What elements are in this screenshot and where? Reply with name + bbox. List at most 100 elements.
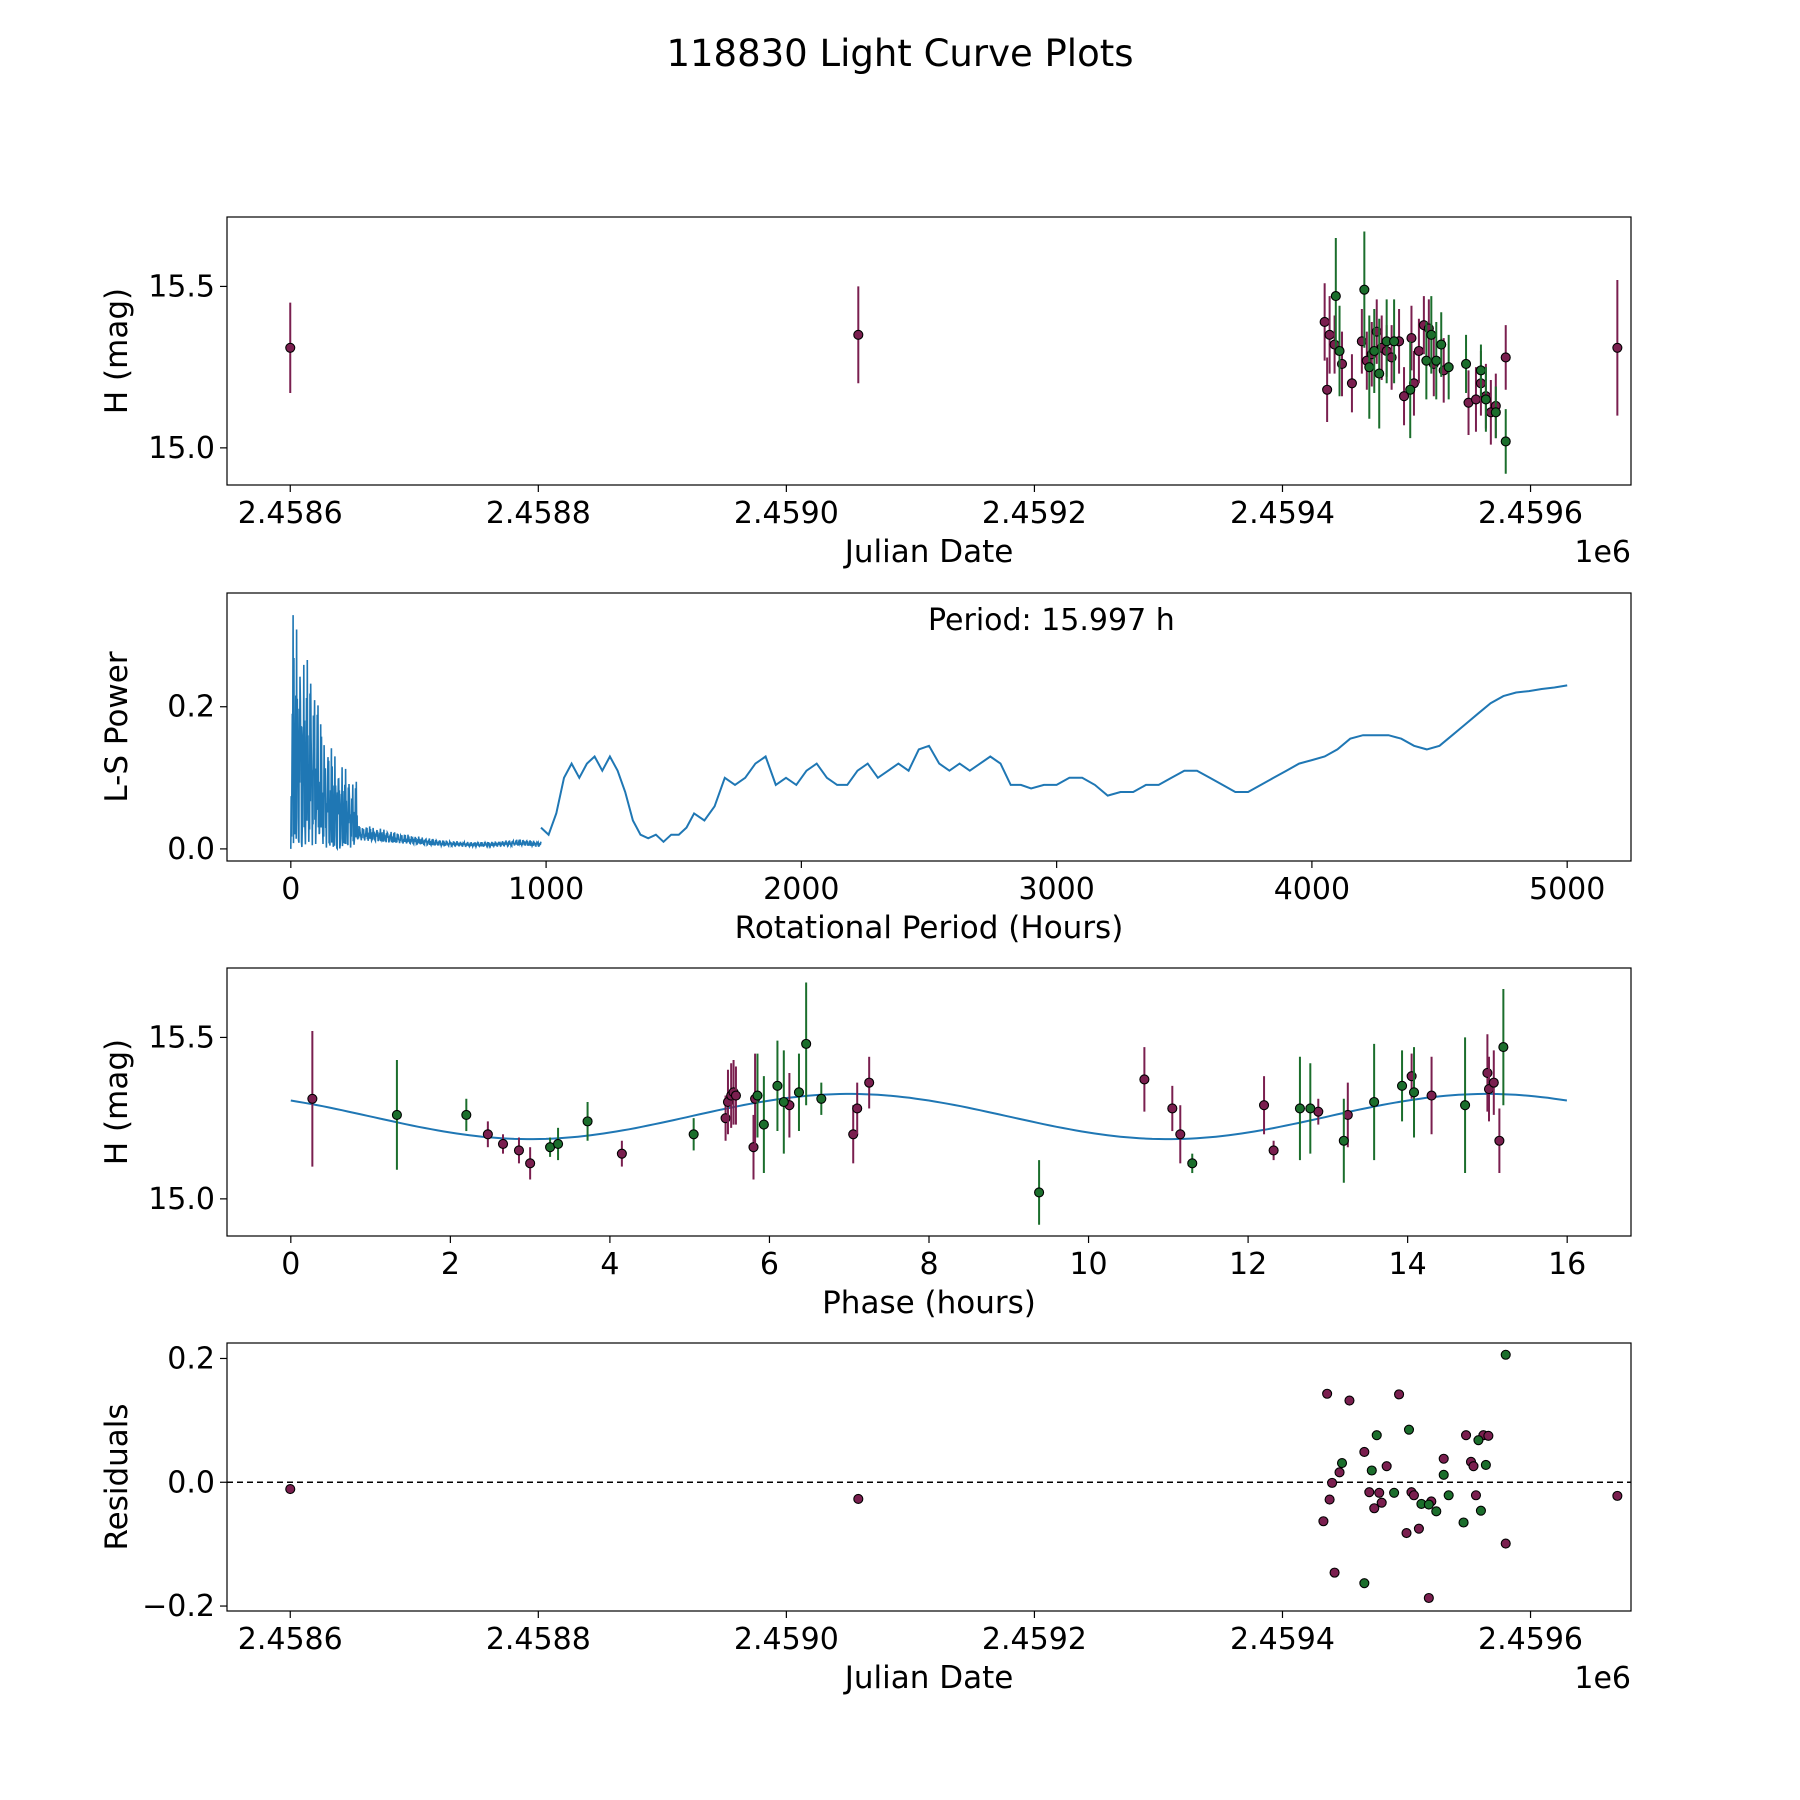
data-point-r [1470,394,1482,405]
data-point-g [1405,384,1416,395]
power-spectrum-short-periods [290,615,542,852]
data-point-g [1294,1103,1305,1114]
data-point-r [1167,1103,1178,1114]
data-point-g [461,1109,472,1120]
data-point-r [1346,378,1357,389]
data-point-r [616,1148,627,1159]
y-axis-label: H (mag) [99,288,135,414]
data-point-r [1468,1461,1479,1472]
x-tick-label: 2.4588 [486,1622,591,1657]
data-point-g [1443,362,1454,373]
data-point-g [758,1119,769,1130]
x-tick-label: 2.4592 [982,496,1087,531]
data-point-g [778,1096,789,1108]
y-tick-label: 15.0 [148,431,215,466]
data-point-g [1438,1469,1449,1480]
data-point-g [1480,394,1491,405]
data-point-g [1490,407,1501,418]
data-point-g [1460,358,1472,369]
light-curve-panel: 2.4586 2.4588 2.4590 2.4592 2.4594 2.4596 15.0… [99,216,1632,570]
data-point-g [752,1090,763,1101]
x-tick-label: 0 [281,1247,300,1282]
y-tick-label: 0.2 [167,690,215,725]
data-point-g [1426,329,1437,340]
data-point-r [853,329,864,340]
data-point-g [1458,1517,1469,1528]
x-tick-label: 14 [1389,1247,1427,1282]
y-axis-label: Residuals [99,1403,135,1550]
data-point-r [1394,1389,1405,1400]
periodogram-panel: 0 1000 2000 3000 4000 5000 0.0 0.2 Rotational Pe… [99,592,1632,946]
x-tick-label: 2.4596 [1478,496,1583,531]
data-point-g [793,1087,805,1098]
data-point-r [1322,1388,1333,1399]
data-point-r [748,1142,759,1153]
data-point-g [582,1116,593,1127]
y-tick-label: 15.5 [148,1020,215,1055]
x-tick-label: 4 [600,1247,619,1282]
plot-area [290,982,1568,1225]
data-point-g [1475,1505,1486,1516]
x-tick-label: 4000 [1274,872,1350,907]
x-tick-label: 2.4590 [734,496,839,531]
data-point-r [1423,1592,1434,1604]
y-axis-label: L-S Power [99,651,135,802]
data-point-g [1500,436,1511,447]
x-tick-label: 2.4586 [238,1622,343,1657]
data-point-r [482,1129,493,1140]
data-point-r [1334,1467,1345,1478]
data-point-g [1389,336,1400,347]
data-point-r [285,342,296,353]
data-point-r [1612,1490,1623,1501]
x-tick-label: 2.4590 [734,1622,839,1657]
data-point-r [285,1484,296,1495]
data-point-r [513,1145,525,1156]
data-point-r [1175,1129,1186,1140]
y-tick-label: 15.5 [148,269,215,304]
phased-curve-panel: 0 2 4 6 8 10 12 14 16 15.0 15.5 Phase (hours) H (mag… [99,967,1632,1321]
x-tick-label: 2.4592 [982,1622,1087,1657]
data-point-g [801,1038,812,1049]
x-tick-label: 2.4594 [1230,1622,1335,1657]
axes-frame [226,216,1632,486]
y-tick-label: −0.2 [142,1589,215,1624]
data-point-g [1473,1435,1484,1446]
x-axis-label: Rotational Period (Hours) [735,910,1124,946]
y-tick-label: 0.0 [167,832,215,867]
x-tick-label: 2.4586 [238,496,343,531]
data-point-r [1500,1538,1511,1549]
data-point-g [772,1080,783,1091]
x-axis-label: Julian Date [843,1660,1014,1696]
data-point-r [1398,391,1410,402]
data-point-r [1344,1395,1355,1406]
x-offset-label: 1e6 [1574,535,1631,570]
data-point-r [1482,1067,1493,1078]
data-point-r [1494,1135,1505,1146]
x-offset-label: 1e6 [1574,1661,1631,1696]
x-tick-label: 10 [1069,1247,1107,1282]
data-point-g [553,1138,564,1150]
data-point-r [307,1093,318,1104]
data-point-r [497,1138,509,1150]
data-point-r [730,1090,742,1101]
data-point-g [1498,1042,1509,1053]
axes-frame [226,592,1632,862]
data-point-g [1371,1430,1382,1441]
data-point-g [1460,1100,1471,1111]
y-tick-label: 0.2 [167,1341,215,1376]
data-point-g [1408,1087,1420,1098]
data-point-g [1436,339,1447,350]
data-point-g [1305,1103,1316,1114]
x-tick-label: 6 [760,1247,779,1282]
data-point-g [1397,1080,1408,1091]
data-point-g [1431,355,1442,366]
data-point-r [1322,384,1333,395]
data-point-g [1431,1506,1442,1517]
x-tick-label: 3000 [1018,872,1094,907]
data-point-g [1336,1458,1348,1469]
residuals-panel: 2.4586 2.4588 2.4590 2.4592 2.4594 2.4596 −0.2… [99,1341,1632,1696]
plot-area [290,615,1568,852]
data-point-r [1139,1074,1150,1085]
data-point-g [816,1093,827,1104]
